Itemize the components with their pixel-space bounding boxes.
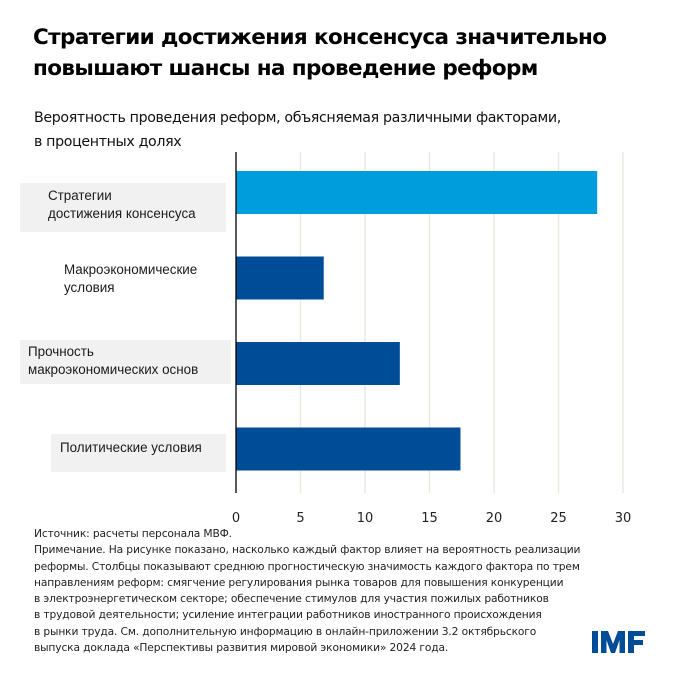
bar <box>236 427 461 471</box>
x-tick-label: 20 <box>486 511 503 526</box>
logo-letter-m <box>601 631 625 653</box>
chart-title-line: Стратегии достижения консенсуса значител… <box>33 25 607 50</box>
category-label: условия <box>64 280 115 295</box>
bar-chart: Стратегии достижения консенсуса Макроэконо… <box>20 152 631 526</box>
bar <box>236 256 324 300</box>
note-line: Примечание. На рисунке показано, насколь… <box>34 543 581 557</box>
x-tick-label: 30 <box>615 511 632 526</box>
category-label: Прочность <box>28 344 94 359</box>
category-label: макроэкономических основ <box>28 362 198 377</box>
note-line: реформы. Столбцы показывают среднюю прог… <box>34 559 580 573</box>
x-tick-label: 15 <box>421 511 438 526</box>
x-tick-label: 10 <box>357 511 374 526</box>
category-label-background <box>20 340 231 384</box>
x-tick-label: 5 <box>296 511 304 526</box>
category-label: Политические условия <box>60 440 202 455</box>
chart-notes: Источник: расчеты персонала МВФ. Примеча… <box>34 526 654 656</box>
chart-subtitle-line: в процентных долях <box>34 134 182 150</box>
category-label: достижения консенсуса <box>48 206 196 221</box>
category-label: Стратегии <box>48 188 112 203</box>
bars <box>236 171 598 471</box>
category-labels: Стратегии достижения консенсуса Макроэконо… <box>28 188 202 455</box>
chart-title-line: повышают шансы на проведение реформ <box>33 56 538 81</box>
note-line: в рынки труда. См. дополнительную информ… <box>34 624 537 638</box>
x-axis-tick-labels: 0 5 10 15 20 25 30 <box>232 511 631 526</box>
category-label: Макроэкономические <box>64 262 197 277</box>
note-line: в электроэнергетическом секторе; обеспеч… <box>34 592 549 606</box>
category-label-background <box>51 434 226 472</box>
category-label-background <box>20 183 226 232</box>
imf-logo-mark <box>592 631 645 653</box>
bar <box>236 342 400 385</box>
note-line: в трудовой деятельности; усиление интегр… <box>34 608 542 622</box>
chart-title: Стратегии достижения консенсуса значител… <box>33 22 673 84</box>
chart-subtitle-line: Вероятность проведения реформ, объясняем… <box>34 110 561 126</box>
note-line: направлениям реформ: смягчение регулиров… <box>34 575 564 589</box>
note-line: выпуска доклада «Перспективы развития ми… <box>34 641 449 655</box>
x-tick-label: 25 <box>550 511 567 526</box>
imf-logo <box>592 631 645 653</box>
category-label-backgrounds <box>20 183 231 472</box>
logo-letter-f <box>628 631 645 653</box>
chart-subtitle: Вероятность проведения реформ, объясняем… <box>34 106 674 154</box>
bar <box>236 171 598 214</box>
source-note: Источник: расчеты персонала МВФ. <box>34 527 232 540</box>
logo-letter-i <box>592 631 598 653</box>
x-tick-label: 0 <box>232 511 240 526</box>
